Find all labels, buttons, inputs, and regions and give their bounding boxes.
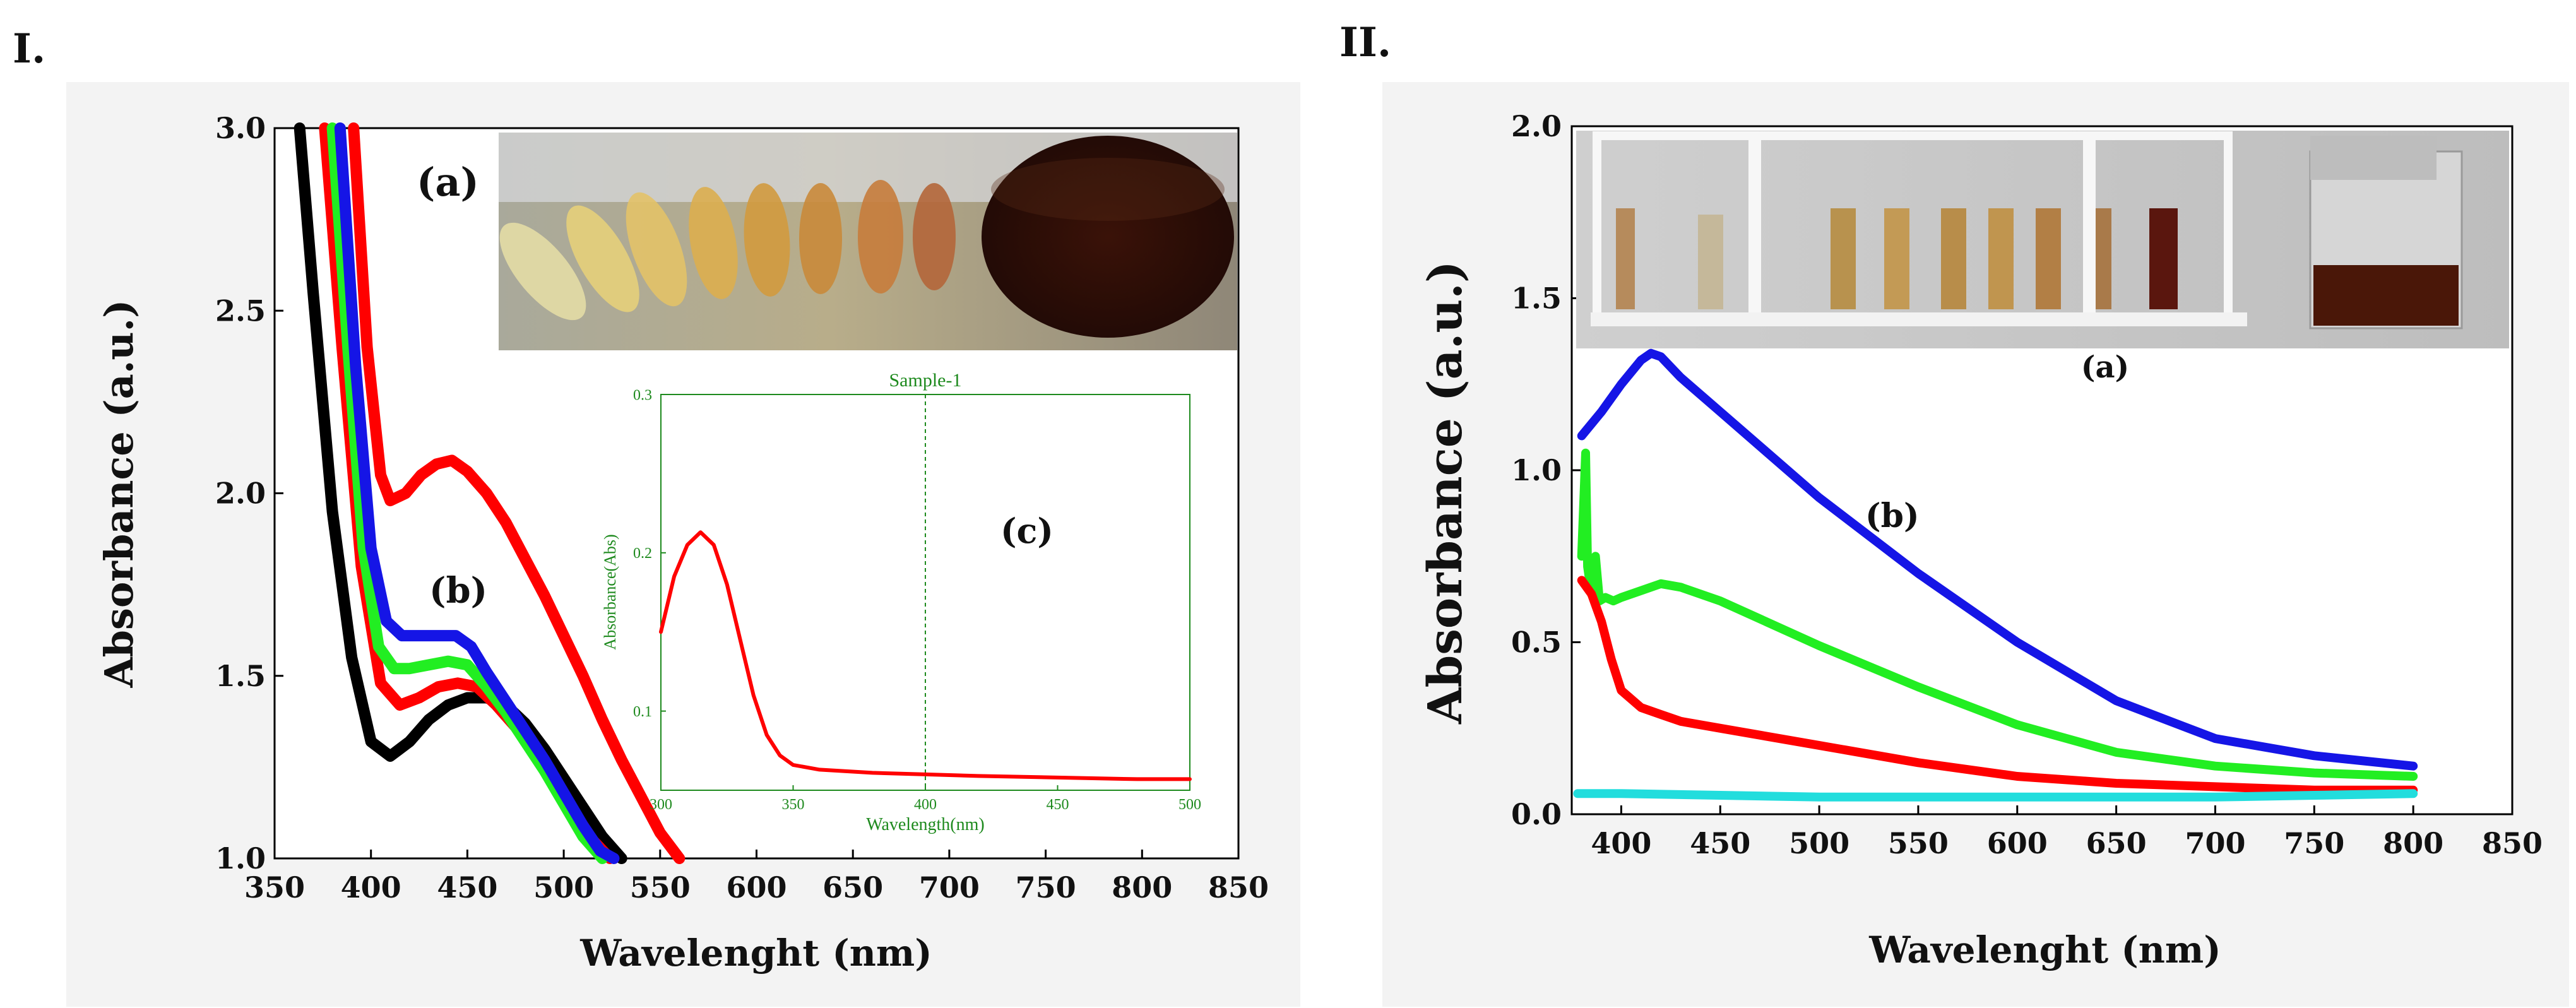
x-tick-label: 550 (630, 870, 691, 904)
y-tick-label: 0.5 (1511, 626, 1562, 660)
x-tick-label: 450 (1047, 797, 1069, 813)
inset-spectrum-chart: 300 350 400 450 500 0.1 0.2 0.3 Sample-1 Wavele… (601, 370, 1201, 834)
flask (982, 136, 1234, 338)
x-tick-label: 850 (1208, 870, 1269, 904)
panel-label-left: I. (13, 25, 46, 73)
x-tick-label: 350 (782, 797, 805, 813)
x-axis-title-left: Wavelenght (nm) (579, 932, 932, 975)
x-tick-label: 800 (2383, 826, 2443, 860)
x-tick-label: 550 (1888, 826, 1949, 860)
y-axis-title-left: Absorbance (a.u.) (96, 300, 142, 689)
series-line-cyan-3 (1573, 789, 2418, 802)
y-tick-label: 0.2 (633, 545, 652, 562)
tubes-and-flask-photo (499, 133, 1237, 350)
x-tick-label: 300 (650, 797, 672, 813)
y-axis-title-right: Absorbance (a.u.) (1418, 261, 1473, 725)
annotation-b-right: (b) (1865, 497, 1920, 535)
x-tick-label: 700 (2185, 826, 2245, 860)
x-axis-title-right: Wavelenght (nm) (1868, 928, 2221, 971)
y-tick-label: 2.0 (1511, 109, 1562, 143)
x-tick-label: 450 (437, 870, 497, 904)
y-tick-label: 2.0 (215, 477, 266, 511)
series-line-red-4 (348, 122, 686, 864)
x-tick-label: 400 (341, 870, 401, 904)
x-tick-label: 750 (1016, 870, 1076, 904)
x-tick-label: 650 (2086, 826, 2147, 860)
x-tick-label: 600 (726, 870, 786, 904)
series-line-red-2 (1577, 576, 2418, 795)
x-tick-label: 650 (822, 870, 883, 904)
inset-title: Sample-1 (889, 370, 962, 391)
chart-right: 400 450 500 550 600 650 700 750 800 850 0.0 0.5 1.0 1… (1418, 109, 2543, 971)
x-tick-label: 500 (533, 870, 594, 904)
panel-label-right: II. (1339, 19, 1392, 66)
inset-x-axis-title: Wavelength(nm) (866, 815, 984, 834)
y-tick-label: 0.0 (1511, 797, 1562, 831)
x-tick-label: 600 (1987, 826, 2048, 860)
right-series-group (1573, 348, 2418, 802)
annotation-a-right: (a) (2081, 350, 2130, 385)
x-tick-label: 800 (1112, 870, 1172, 904)
x-tick-label: 850 (2482, 826, 2543, 860)
tube-rack (1591, 131, 2247, 326)
chart-left: 350 400 450 500 550 600 650 700 750 800 850 1.0 1.5 2… (96, 111, 1269, 975)
right-axis-ticks: 400 450 500 550 600 650 700 750 800 850 0.0 0.5 1.0 1… (1511, 109, 2543, 860)
y-tick-label: 2.5 (215, 294, 266, 328)
y-tick-label: 3.0 (215, 111, 266, 145)
x-tick-label: 500 (1178, 797, 1201, 813)
left-axis-ticks: 350 400 450 500 550 600 650 700 750 800 850 1.0 1.5 2… (215, 111, 1269, 904)
tube-rack-and-beaker-photo (1576, 131, 2509, 348)
x-tick-label: 350 (244, 870, 305, 904)
sample-tubes (499, 180, 956, 321)
series-line-black-0 (294, 122, 627, 864)
x-tick-label: 700 (919, 870, 980, 904)
y-tick-label: 1.5 (215, 659, 266, 693)
x-tick-label: 500 (1789, 826, 1849, 860)
series-line-blue-0 (1577, 348, 2418, 771)
y-tick-label: 0.3 (633, 387, 652, 403)
y-tick-label: 1.0 (215, 841, 266, 875)
inset-annotation-c: (c) (1000, 511, 1054, 551)
x-tick-label: 400 (1591, 826, 1651, 860)
inset-series-group (659, 530, 1192, 781)
y-tick-label: 0.1 (633, 704, 652, 720)
y-tick-label: 1.0 (1511, 453, 1562, 487)
left-series-group (294, 122, 686, 864)
beaker (2309, 136, 2463, 329)
x-tick-label: 750 (2284, 826, 2344, 860)
series-line-red-0 (659, 530, 1192, 781)
x-tick-label: 400 (914, 797, 937, 813)
inset-y-axis-title: Absorbance(Abs) (601, 534, 619, 649)
annotation-b-left: (b) (429, 570, 487, 612)
y-tick-label: 1.5 (1511, 282, 1562, 316)
annotation-a-left: (a) (417, 159, 479, 205)
series-line-blue-3 (334, 122, 620, 864)
x-tick-label: 450 (1690, 826, 1750, 860)
